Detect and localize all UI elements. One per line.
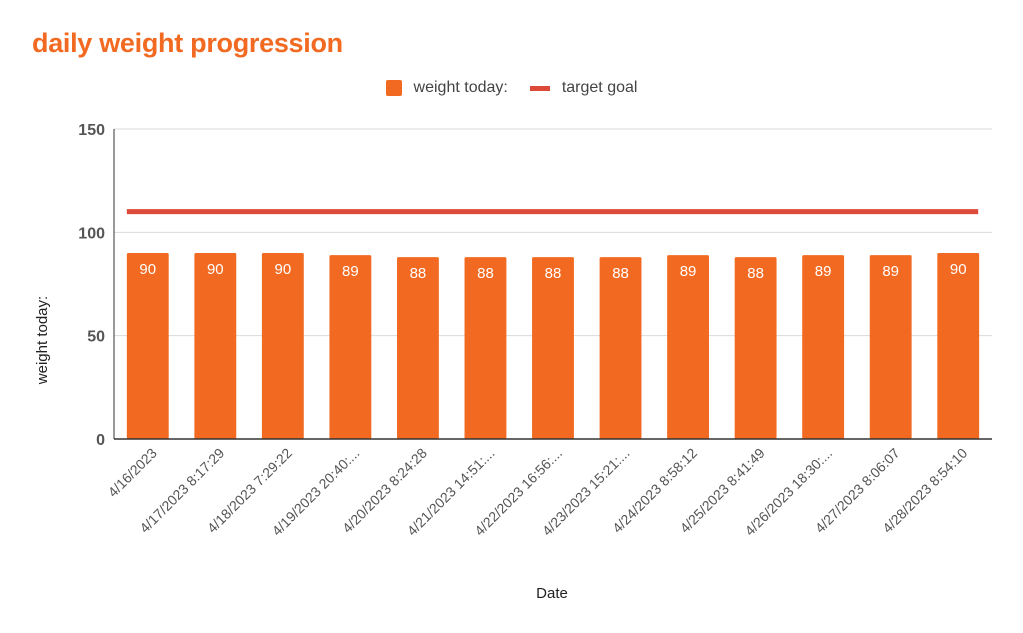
y-axis-title: weight today: bbox=[34, 296, 51, 385]
bar bbox=[869, 255, 912, 439]
bar bbox=[937, 253, 980, 439]
y-tick-label: 0 bbox=[96, 432, 105, 449]
data-label: 89 bbox=[815, 263, 832, 280]
data-label: 88 bbox=[612, 265, 629, 282]
legend-swatch-weight bbox=[385, 80, 402, 96]
data-label: 88 bbox=[410, 265, 427, 282]
data-label: 89 bbox=[342, 263, 359, 280]
y-tick-label: 150 bbox=[78, 122, 105, 139]
y-tick-label: 50 bbox=[87, 329, 105, 346]
y-tick-label: 100 bbox=[78, 225, 105, 242]
x-tick-label: 4/16/2023 bbox=[105, 445, 161, 501]
bar bbox=[329, 255, 372, 439]
legend-label-target: target goal bbox=[561, 79, 638, 96]
data-label: 89 bbox=[882, 263, 899, 280]
bar bbox=[667, 255, 710, 439]
data-label: 90 bbox=[275, 261, 292, 278]
data-label: 90 bbox=[139, 261, 156, 278]
legend-swatch-target bbox=[529, 85, 550, 91]
legend: weight today: target goal bbox=[0, 79, 1023, 97]
data-label: 88 bbox=[545, 265, 562, 282]
x-axis-title: Date bbox=[536, 585, 568, 602]
data-label: 89 bbox=[680, 263, 697, 280]
data-label: 90 bbox=[207, 261, 224, 278]
chart-title: daily weight progression bbox=[32, 28, 343, 58]
bar bbox=[532, 257, 574, 439]
data-label: 88 bbox=[747, 265, 764, 282]
legend-item-target[interactable]: target goal bbox=[529, 79, 638, 97]
bar bbox=[734, 257, 777, 439]
bar bbox=[126, 253, 169, 439]
bar bbox=[599, 257, 642, 439]
bar bbox=[261, 253, 304, 439]
bar bbox=[396, 257, 439, 439]
data-label: 88 bbox=[477, 265, 494, 282]
bar bbox=[464, 257, 507, 439]
bar bbox=[194, 253, 237, 439]
data-label: 90 bbox=[950, 261, 967, 278]
legend-item-weight[interactable]: weight today: bbox=[385, 79, 508, 97]
legend-label-weight: weight today: bbox=[413, 79, 508, 96]
bar bbox=[802, 255, 845, 439]
